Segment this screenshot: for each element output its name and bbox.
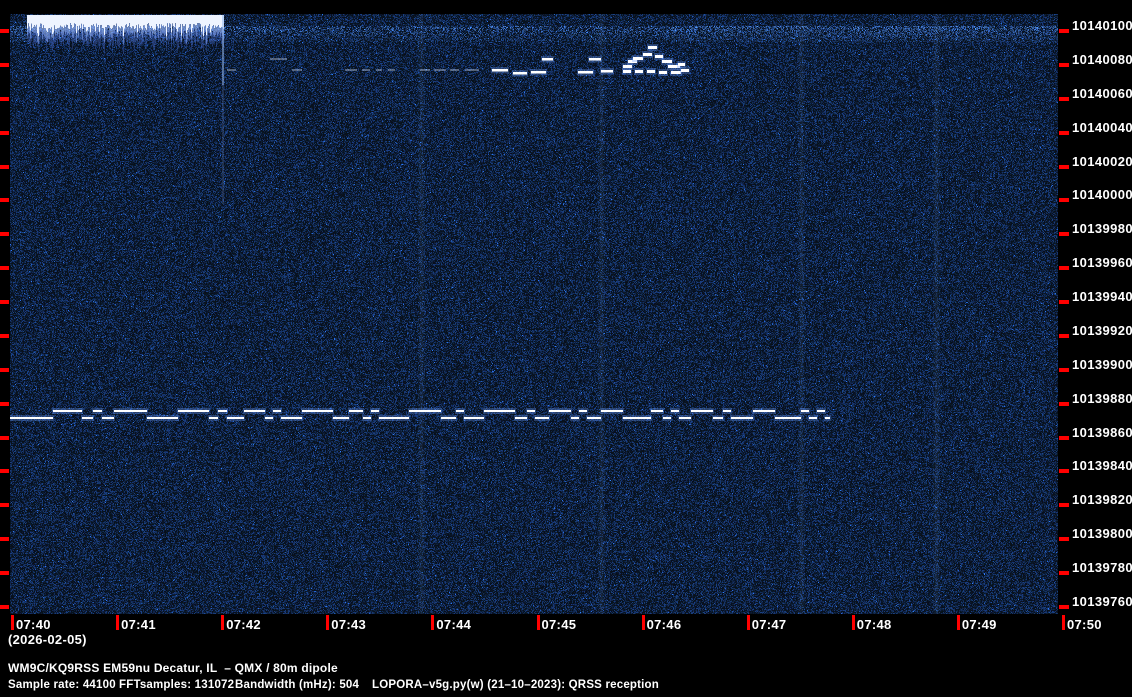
freq-tick-right: [1059, 537, 1069, 542]
time-tick: [326, 615, 330, 630]
time-label: 07:42: [226, 617, 261, 632]
time-tick: [221, 615, 225, 630]
sample-rate-text: Sample rate: 44100: [8, 679, 116, 691]
freq-label: 10140060: [1072, 85, 1132, 101]
freq-label: 10139940: [1072, 289, 1132, 305]
time-label: 07:47: [751, 617, 787, 632]
freq-label: 10139920: [1072, 322, 1132, 338]
freq-tick-right: [1059, 198, 1069, 203]
time-label: 07:48: [856, 617, 892, 632]
freq-label: 10140080: [1072, 51, 1132, 67]
freq-label: 10139860: [1072, 424, 1132, 440]
freq-label: 10140040: [1072, 119, 1132, 135]
freq-tick-right: [1059, 164, 1069, 169]
freq-tick-right: [1059, 130, 1069, 135]
freq-tick-left: [0, 29, 9, 33]
freq-tick-left: [0, 130, 9, 135]
freq-label: 10139800: [1072, 526, 1132, 542]
freq-label: 10140100: [1072, 18, 1132, 33]
freq-label: 10139760: [1072, 593, 1132, 609]
freq-label: 10139980: [1072, 221, 1132, 237]
date-label: (2026-02-05): [8, 632, 87, 647]
fft-samples-text: FFTsamples: 131072: [119, 679, 235, 691]
freq-tick-left: [0, 435, 9, 440]
freq-tick-left: [0, 571, 9, 576]
time-label: 07:40: [16, 617, 51, 632]
freq-label: 10139900: [1072, 356, 1132, 372]
freq-tick-left: [0, 469, 9, 474]
time-tick: [11, 615, 14, 630]
freq-tick-right: [1059, 300, 1069, 305]
freq-tick-left: [0, 401, 9, 406]
freq-tick-left: [0, 164, 9, 169]
freq-label: 10139780: [1072, 560, 1132, 576]
software-version-text: LOPORA–v5g.py(w) (21–10–2023): QRSS rece…: [372, 679, 660, 691]
freq-tick-left: [0, 604, 9, 609]
time-label: 07:43: [331, 617, 367, 632]
bandwidth-text: Bandwidth (mHz): 504: [235, 679, 360, 691]
freq-tick-left: [0, 333, 9, 338]
freq-tick-right: [1059, 604, 1069, 609]
freq-tick-left: [0, 367, 9, 372]
freq-label: 10140000: [1072, 187, 1132, 203]
freq-tick-left: [0, 96, 9, 101]
freq-label: 10139840: [1072, 458, 1132, 474]
freq-tick-right: [1059, 96, 1069, 101]
freq-tick-right: [1059, 435, 1069, 440]
freq-tick-left: [0, 503, 9, 508]
time-label: 07:44: [436, 617, 472, 632]
time-tick: [956, 615, 960, 630]
freq-tick-right: [1059, 469, 1069, 474]
spectrogram-canvas: [10, 14, 1058, 614]
freq-tick-right: [1059, 62, 1069, 67]
time-label: 07:50: [1067, 617, 1102, 632]
freq-tick-left: [0, 537, 9, 542]
freq-label: 10139820: [1072, 492, 1132, 508]
freq-tick-left: [0, 62, 9, 67]
freq-label: 10139960: [1072, 255, 1132, 271]
freq-tick-left: [0, 232, 9, 237]
time-tick: [851, 615, 855, 630]
time-tick: [746, 615, 750, 630]
time-tick: [536, 615, 540, 630]
time-label: 07:49: [961, 617, 997, 632]
freq-tick-right: [1059, 571, 1069, 576]
freq-tick-left: [0, 198, 9, 203]
time-label: 07:45: [541, 617, 577, 632]
freq-tick-right: [1059, 232, 1069, 237]
freq-tick-right: [1059, 29, 1069, 33]
time-tick: [641, 615, 645, 630]
freq-label: 10140020: [1072, 153, 1132, 169]
freq-tick-right: [1059, 266, 1069, 271]
freq-tick-right: [1059, 333, 1069, 338]
time-tick: [116, 615, 120, 630]
freq-tick-right: [1059, 401, 1069, 406]
time-label: 07:46: [646, 617, 682, 632]
time-tick: [431, 615, 435, 630]
time-tick: [1062, 615, 1065, 630]
time-label: 07:41: [121, 617, 156, 632]
freq-label: 10139880: [1072, 390, 1132, 406]
freq-tick-left: [0, 300, 9, 305]
freq-tick-left: [0, 266, 9, 271]
freq-tick-right: [1059, 503, 1069, 508]
station-info: WM9C/KQ9RSS EM59nu Decatur, IL – QMX / 8…: [8, 661, 338, 675]
freq-tick-right: [1059, 367, 1069, 372]
